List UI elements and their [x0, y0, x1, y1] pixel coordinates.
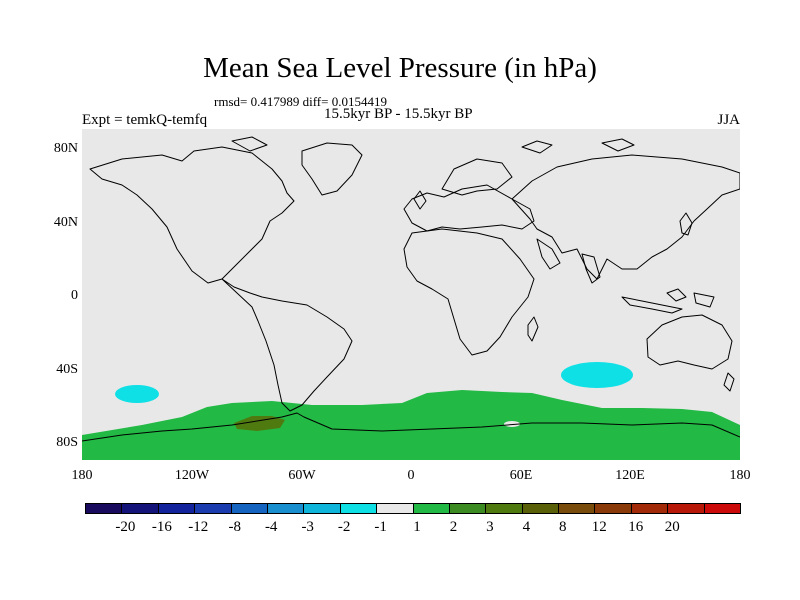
colorbar-label: 2	[449, 519, 458, 535]
colorbar-swatch	[595, 504, 632, 513]
coastlines	[82, 136, 740, 442]
negative-region-indian-ocean	[561, 362, 633, 388]
colorbar-swatch	[522, 504, 560, 513]
colorbar-swatch	[158, 504, 196, 513]
colorbar-label: -2	[337, 519, 351, 535]
lon-label-180e: 180	[729, 468, 751, 483]
stats-text: rmsd= 0.417989 diff= 0.0154419	[214, 94, 387, 109]
lon-label-0: 0	[407, 468, 415, 483]
colorbar-swatch	[668, 504, 705, 513]
colorbar-swatch	[86, 504, 123, 513]
colorbar-label: 4	[522, 519, 531, 535]
colorbar-swatch	[377, 504, 414, 513]
colorbar-swatch	[122, 504, 159, 513]
colorbar-label: -4	[264, 519, 278, 535]
experiment-label: Expt = temkQ-temfq	[82, 112, 208, 128]
colorbar-label: 1	[413, 519, 421, 535]
chart-title: Mean Sea Level Pressure (in hPa)	[203, 52, 597, 84]
strong-positive-patch	[234, 416, 285, 431]
colorbar-label: -16	[151, 519, 172, 535]
southern-ocean-positive-region	[82, 390, 740, 460]
colorbar-label: 3	[486, 519, 494, 535]
colorbar-swatch	[704, 504, 741, 513]
lat-label-40s: 40S	[56, 362, 78, 377]
negative-region-south-pacific	[115, 385, 159, 403]
colorbar-label: 16	[628, 519, 644, 535]
colorbar-label: 20	[664, 519, 680, 535]
colorbar-swatch	[304, 504, 341, 513]
colorbar-label: -1	[374, 519, 387, 535]
colorbar-swatch	[413, 504, 450, 513]
lat-label-80s: 80S	[56, 435, 78, 450]
colorbar-label: 12	[591, 519, 607, 535]
colorbar-label: -12	[188, 519, 209, 535]
colorbar-swatch	[486, 504, 523, 513]
period-text: 15.5kyr BP - 15.5kyr BP	[324, 106, 473, 122]
colorbar-swatch	[231, 504, 268, 513]
colorbar-swatch	[449, 504, 487, 513]
lat-label-80n: 80N	[53, 141, 78, 156]
colorbar	[85, 503, 741, 514]
colorbar-swatch	[267, 504, 305, 513]
colorbar-swatch	[340, 504, 378, 513]
lon-label-60e: 60E	[509, 468, 533, 483]
lat-label-40n: 40N	[53, 215, 78, 230]
colorbar-swatch	[559, 504, 596, 513]
lon-label-60w: 60W	[288, 468, 316, 483]
lat-label-0: 0	[71, 288, 78, 303]
colorbar-label: -8	[228, 519, 242, 535]
colorbar-swatch	[195, 504, 232, 513]
lon-label-120e: 120E	[615, 468, 645, 483]
lon-label-180w: 180	[71, 468, 93, 483]
neutral-hole	[504, 421, 520, 427]
colorbar-label: -20	[115, 519, 136, 535]
colorbar-label: 8	[559, 519, 567, 535]
lon-label-120w: 120W	[174, 468, 210, 483]
season-label: JJA	[717, 112, 740, 128]
world-map	[82, 129, 740, 460]
colorbar-swatch	[631, 504, 669, 513]
colorbar-label: -3	[301, 519, 314, 535]
